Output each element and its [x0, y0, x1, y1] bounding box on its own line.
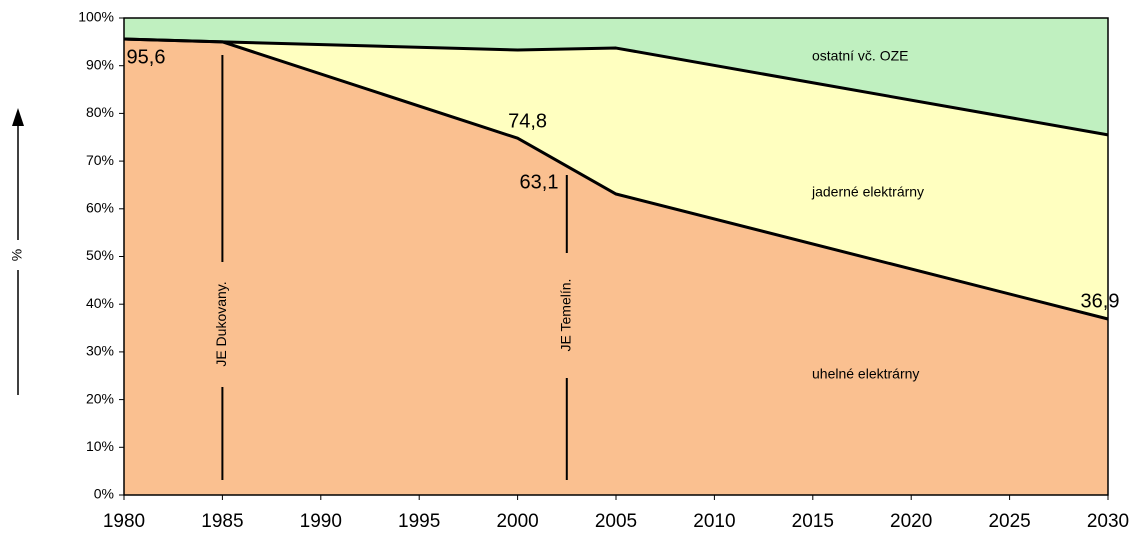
y-tick-label: 100% — [78, 9, 114, 25]
y-tick-label: 50% — [86, 247, 114, 263]
series-label: jaderné elektrárny — [811, 184, 924, 200]
area-boundary — [123, 37, 1109, 137]
x-tick-label: 2010 — [693, 511, 735, 532]
data-label: 74,8 — [508, 110, 547, 132]
data-label: 36,9 — [1081, 290, 1120, 312]
data-label: 63,1 — [520, 171, 559, 193]
x-tick-label: 2025 — [988, 511, 1030, 532]
arrow-head — [12, 108, 24, 126]
y-tick-label: 40% — [86, 295, 114, 311]
series-label: uhelné elektrárny — [812, 366, 919, 382]
x-tick-label: 2000 — [496, 511, 538, 532]
area — [124, 38, 1108, 319]
y-tick-label: 80% — [86, 104, 114, 120]
x-tick-label: 2020 — [890, 511, 932, 532]
y-tick-label: 60% — [86, 200, 114, 216]
annotation: JE Dukovany. — [213, 281, 229, 366]
x-tick-label: 2005 — [595, 511, 637, 532]
y-tick-label: 10% — [86, 438, 114, 454]
x-tick-label: 1980 — [103, 511, 145, 532]
y-tick-label: 90% — [86, 56, 114, 72]
annotation: JE Temelín. — [558, 279, 574, 352]
x-tick-label: 1985 — [201, 511, 243, 532]
x-tick-label: 2030 — [1087, 511, 1129, 532]
series-label: ostatní vč. OZE — [812, 48, 908, 64]
y-tick-label: 70% — [86, 152, 114, 168]
area — [124, 18, 1108, 135]
y-axis-arrow — [12, 108, 24, 395]
x-tick-label: 1990 — [300, 511, 342, 532]
data-label: 95,6 — [127, 46, 166, 68]
x-tick-label: 1995 — [398, 511, 440, 532]
y-tick-label: 20% — [86, 390, 114, 406]
area — [124, 38, 1108, 495]
y-tick-label: 30% — [86, 343, 114, 359]
y-tick-label: 0% — [94, 486, 114, 502]
x-tick-label: 2015 — [792, 511, 834, 532]
y-axis-label: % — [9, 249, 25, 261]
